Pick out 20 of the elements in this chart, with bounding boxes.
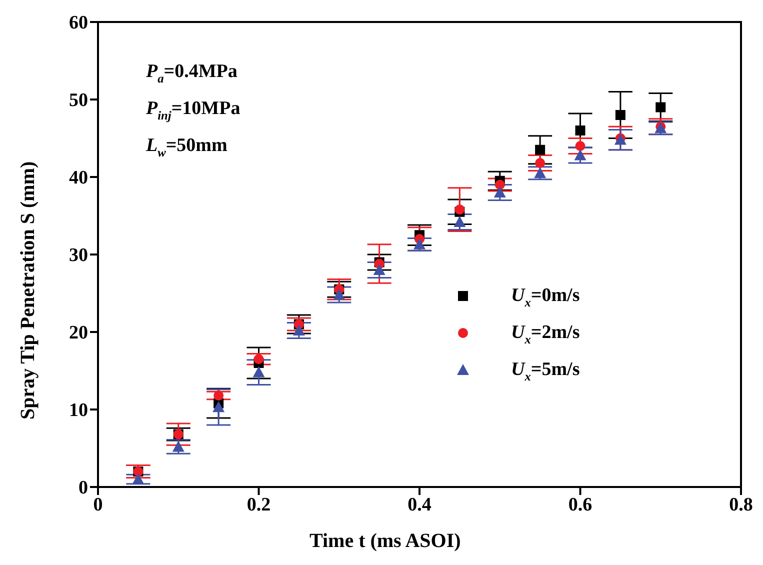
x-tick-label: 0.4	[408, 494, 432, 516]
legend-label: U$_{x}$=5m/s	[511, 358, 580, 384]
legend-label: U$_{x}$=2m/s	[511, 322, 580, 346]
y-tick-label: 0	[78, 478, 88, 499]
y-tick-label: 30	[69, 245, 88, 266]
x-tick-label: 0.2	[246, 494, 271, 516]
x-tick-label: 0	[93, 494, 103, 516]
y-tick-label: 50	[69, 90, 88, 112]
y-tick-label: 60	[69, 12, 88, 34]
annotation: P$_{a}$=0.4MPa	[145, 61, 238, 86]
x-axis-title: Time t (ms ASOI)	[310, 530, 461, 552]
y-tick-label: 40	[69, 168, 88, 189]
annotation: P$_{inj}$=10MPa	[145, 98, 241, 123]
x-tick-label: 0.8	[729, 494, 753, 516]
y-tick-label: 20	[69, 322, 88, 344]
y-tick-label: 10	[69, 400, 88, 422]
y-axis-title: Spray Tip Penetration S (mm)	[17, 161, 39, 420]
x-tick-label: 0.6	[568, 494, 592, 516]
annotation: L$_{w}$=50mm	[145, 135, 228, 160]
legend-label: U$_{x}$=0m/s	[511, 284, 580, 310]
